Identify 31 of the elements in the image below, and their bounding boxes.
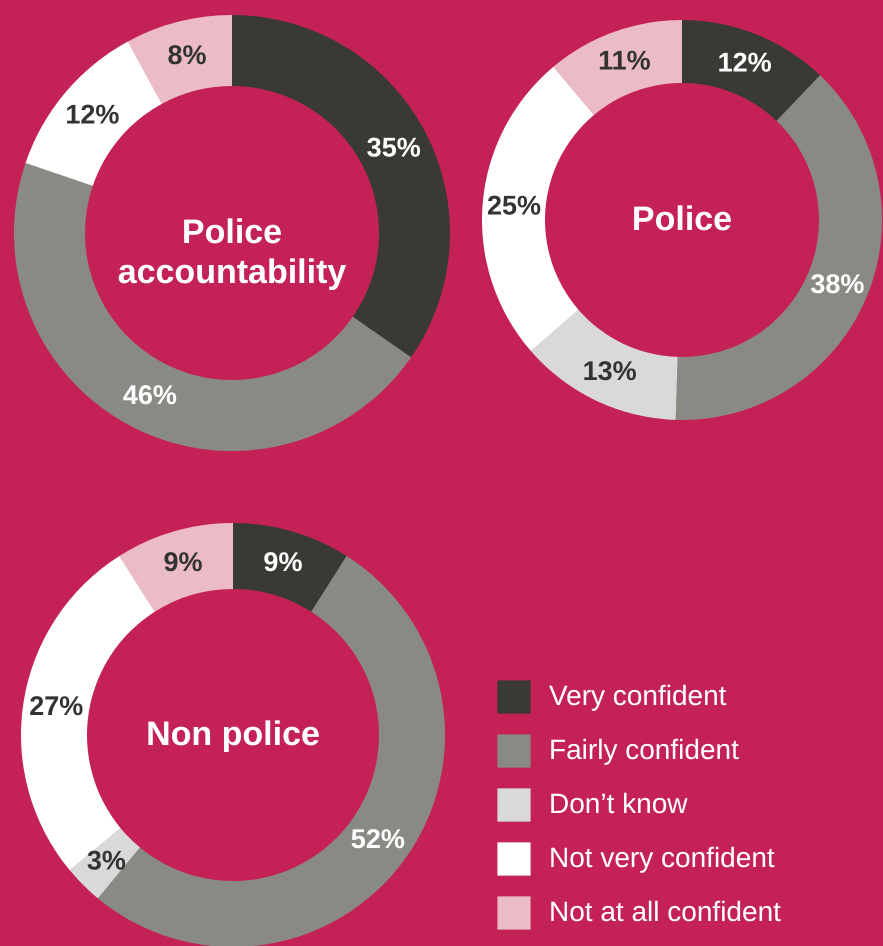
data-label: 9% — [164, 547, 203, 578]
donut-slice — [682, 20, 820, 121]
data-label: 12% — [718, 48, 772, 78]
data-label: 25% — [487, 190, 542, 221]
donut-slice — [530, 310, 678, 420]
text: Non police — [146, 715, 320, 753]
legend-label: Fairly confident — [549, 734, 740, 765]
donut-slice — [128, 15, 232, 104]
text: Police — [632, 200, 732, 238]
legend-label: Very confident — [549, 680, 727, 711]
data-label: 46% — [122, 380, 177, 410]
data-label: 35% — [366, 132, 421, 162]
donut-slice — [553, 20, 682, 116]
data-label: 38% — [810, 269, 864, 300]
data-label: 8% — [168, 40, 207, 70]
legend-label: Not very confident — [549, 842, 775, 873]
text: Police accountability — [118, 213, 346, 291]
donut-slice — [14, 163, 412, 451]
donut-slice — [233, 523, 347, 612]
data-label: 13% — [582, 356, 637, 386]
data-label: 52% — [350, 824, 405, 854]
donut-slice — [482, 66, 594, 351]
data-label: 12% — [65, 99, 120, 130]
data-label: 11% — [598, 46, 651, 76]
legend-label: Not at all confident — [549, 896, 782, 927]
data-label: 3% — [86, 846, 126, 876]
data-label: 9% — [263, 547, 302, 578]
legend-label: Don’t know — [549, 788, 688, 819]
donut-slice — [26, 41, 162, 186]
donut-slice — [119, 523, 233, 612]
data-label: 27% — [29, 691, 84, 721]
